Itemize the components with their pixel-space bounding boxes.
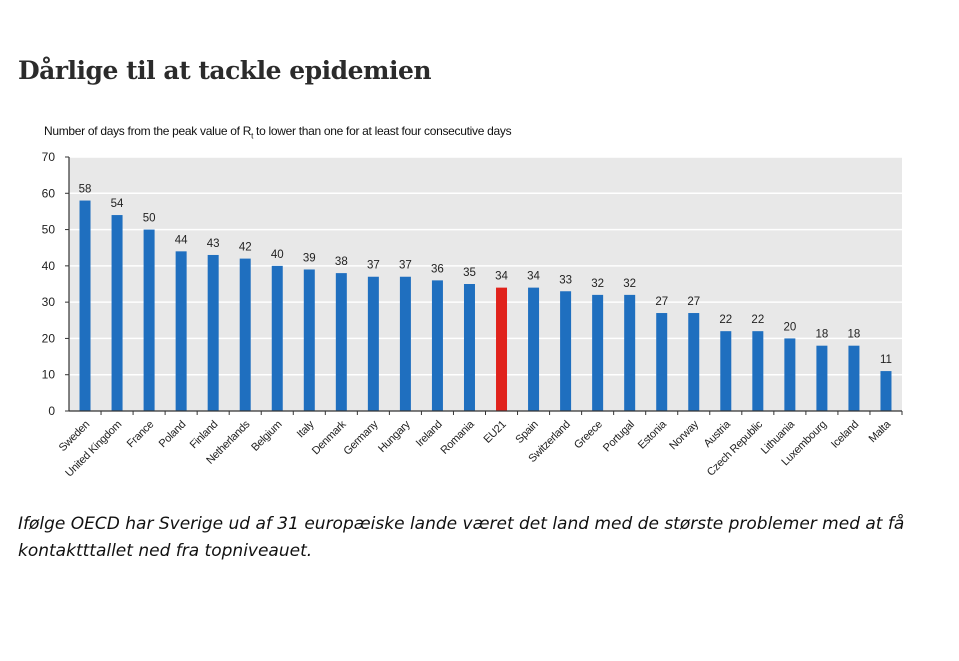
bar <box>431 280 443 411</box>
x-tick-label: Hungary <box>376 418 413 455</box>
bar-value-label: 37 <box>399 260 412 272</box>
bar <box>111 215 123 411</box>
y-tick-label: 40 <box>42 259 56 273</box>
bar-chart: 58 54 50 44 43 42 40 39 38 37 37 36 35 34 34 33 32 32 27 27… <box>42 150 903 480</box>
bar-value-label: 36 <box>431 263 444 275</box>
bar <box>335 273 347 411</box>
bar <box>784 338 796 411</box>
bar-value-label: 34 <box>495 271 508 283</box>
subtitle-text: Number of days from the peak value of R <box>44 124 252 138</box>
chart-caption: Ifølge OECD har Sverige ud af 31 europæi… <box>18 514 905 561</box>
bar <box>175 251 187 411</box>
bar <box>720 331 732 411</box>
bar <box>656 313 668 411</box>
bar <box>848 345 860 411</box>
bar <box>399 276 411 411</box>
bar <box>880 371 892 411</box>
subtitle-text-end: to lower than one for at least four cons… <box>253 124 512 138</box>
bar-value-label: 58 <box>79 184 92 196</box>
x-tick-label: Portugal <box>601 419 637 455</box>
x-tick-label: Estonia <box>636 418 670 452</box>
y-tick-label: 30 <box>42 295 56 309</box>
y-tick-label: 60 <box>42 186 56 200</box>
plot-area <box>69 157 902 411</box>
bar <box>752 331 764 411</box>
bar <box>463 284 475 411</box>
bar-value-label: 33 <box>559 274 572 286</box>
x-tick-label: Poland <box>157 419 189 451</box>
bar-value-label: 40 <box>271 249 284 261</box>
x-tick-label: EU21 <box>482 419 509 446</box>
bar-value-label: 11 <box>880 354 892 366</box>
x-tick-label: Italy <box>295 418 317 440</box>
bars <box>79 200 892 411</box>
value-labels: 58 54 50 44 43 42 40 39 38 37 37 36 35 34 34 33 32 32 27 27… <box>79 184 892 367</box>
x-tick-label: Belgium <box>249 419 284 454</box>
x-tick-label: Germany <box>341 418 381 458</box>
bar-value-label: 35 <box>463 267 476 279</box>
x-tick-label: Romania <box>438 418 477 457</box>
bar <box>528 287 540 411</box>
bar <box>143 229 155 411</box>
bar <box>816 345 828 411</box>
bar-value-label: 43 <box>207 238 220 250</box>
x-tick-label: Malta <box>867 418 894 445</box>
bar-value-label: 38 <box>335 256 348 268</box>
bar-value-label: 50 <box>143 213 156 225</box>
bar-value-label: 54 <box>111 198 124 210</box>
bar <box>560 291 572 411</box>
bar-value-label: 32 <box>623 278 636 290</box>
bar-value-label: 18 <box>816 329 829 341</box>
bar-value-label: 18 <box>848 329 861 341</box>
bar <box>367 276 379 411</box>
bar <box>303 269 315 411</box>
bar-value-label: 44 <box>175 234 188 246</box>
bar <box>688 313 700 411</box>
bar-value-label: 37 <box>367 260 380 272</box>
chart-subtitle: Number of days from the peak value of Rt… <box>44 124 512 141</box>
x-tick-label: Ireland <box>414 419 445 450</box>
bar-value-label: 34 <box>527 271 540 283</box>
bar-value-label: 22 <box>751 314 764 326</box>
bar <box>79 200 91 411</box>
x-tick-label: France <box>125 419 157 451</box>
bar-value-label: 32 <box>591 278 604 290</box>
bar <box>207 254 219 411</box>
bar <box>624 294 636 411</box>
y-tick-label: 20 <box>42 331 56 345</box>
bar-value-label: 42 <box>239 242 252 254</box>
bar-value-label: 27 <box>687 296 700 308</box>
subtitle-subscript: t <box>251 131 254 141</box>
bar-value-label: 20 <box>783 321 796 333</box>
x-tick-label: United Kingdom <box>63 419 124 480</box>
bar <box>496 287 508 411</box>
x-tick-label: Czech Republic <box>705 418 766 479</box>
bar <box>592 294 604 411</box>
x-tick-label: Greece <box>572 419 605 452</box>
y-tick-label: 0 <box>48 404 55 418</box>
x-tick-label: Spain <box>513 419 540 446</box>
x-tick-label: Iceland <box>829 419 861 451</box>
bar-value-label: 27 <box>655 296 668 308</box>
y-tick-label: 10 <box>42 368 56 382</box>
y-tick-label: 50 <box>42 223 56 237</box>
article-headline: Dårlige til at tackle epidemien <box>18 56 432 85</box>
bar <box>239 258 251 411</box>
bar <box>271 265 283 411</box>
bar-value-label: 39 <box>303 252 316 264</box>
y-tick-label: 70 <box>42 150 56 164</box>
x-tick-label: Norway <box>667 418 701 452</box>
bar-value-label: 22 <box>719 314 732 326</box>
